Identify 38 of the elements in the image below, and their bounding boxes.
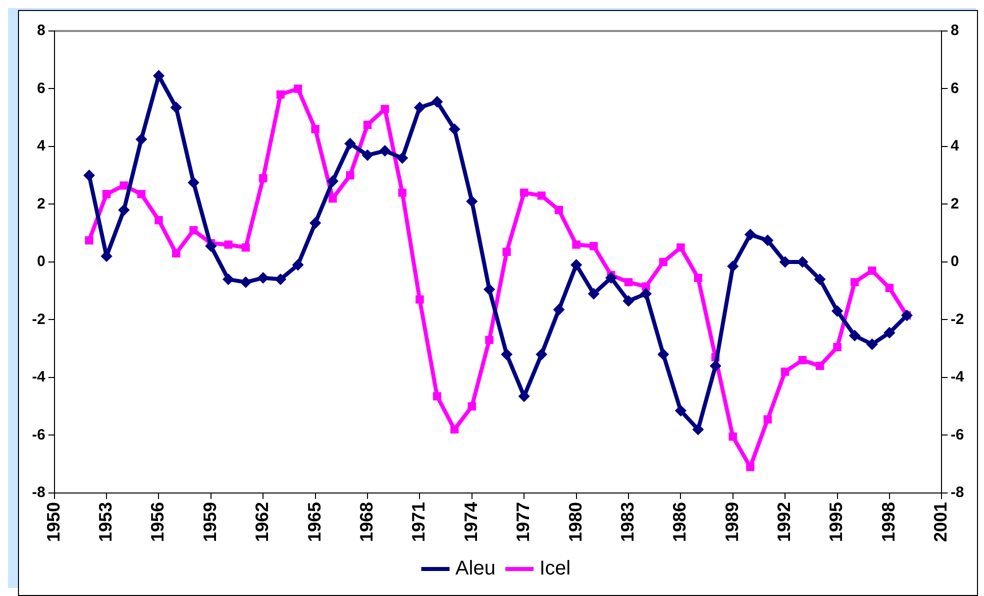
- x-tick-label: 1983: [617, 502, 638, 542]
- y2-tick-label: 6: [950, 80, 960, 97]
- y2-tick-label: -4: [950, 368, 965, 386]
- x-tick-label: 1977: [513, 502, 534, 542]
- x-tick-label: 1953: [96, 502, 116, 542]
- legend-label: Aleu: [455, 558, 496, 580]
- x-tick-label: 1968: [356, 502, 376, 542]
- y-tick-label: -2: [32, 310, 46, 328]
- x-tick-label: 1965: [304, 502, 324, 542]
- y2-tick-label: 2: [950, 195, 960, 212]
- y-tick-label: -6: [32, 426, 46, 444]
- x-tick-label: 1992: [774, 502, 794, 542]
- y2-tick-label: 4: [950, 138, 960, 155]
- y-tick-label: 6: [36, 80, 46, 97]
- x-tick-label: 1959: [200, 502, 220, 542]
- y2-tick-label: -6: [950, 426, 964, 444]
- x-tick-label: 1962: [252, 502, 272, 542]
- y-tick-label: -8: [32, 484, 46, 502]
- x-tick-label: 1989: [722, 502, 742, 542]
- x-tick-label: 2001: [930, 502, 951, 542]
- y2-tick-label: -2: [950, 310, 964, 328]
- x-tick-label: 1995: [826, 502, 846, 542]
- x-tick-label: 1998: [878, 502, 898, 542]
- y-tick-label: 0: [36, 253, 46, 270]
- y-tick-label: 8: [36, 22, 46, 40]
- y-tick-label: 2: [36, 195, 46, 212]
- x-tick-label: 1971: [408, 502, 429, 542]
- x-tick-label: 1986: [670, 502, 690, 542]
- y2-tick-label: 0: [950, 253, 960, 270]
- y-tick-label: 4: [36, 138, 46, 155]
- y2-tick-label: -8: [950, 484, 964, 502]
- legend-label: Icel: [539, 558, 571, 580]
- x-tick-label: 1974: [460, 502, 481, 542]
- y2-tick-label: 8: [950, 22, 960, 40]
- y-tick-label: -4: [32, 368, 46, 386]
- x-tick-label: 1956: [148, 502, 168, 542]
- x-tick-label: 1950: [43, 502, 64, 542]
- x-tick-label: 1980: [565, 502, 586, 542]
